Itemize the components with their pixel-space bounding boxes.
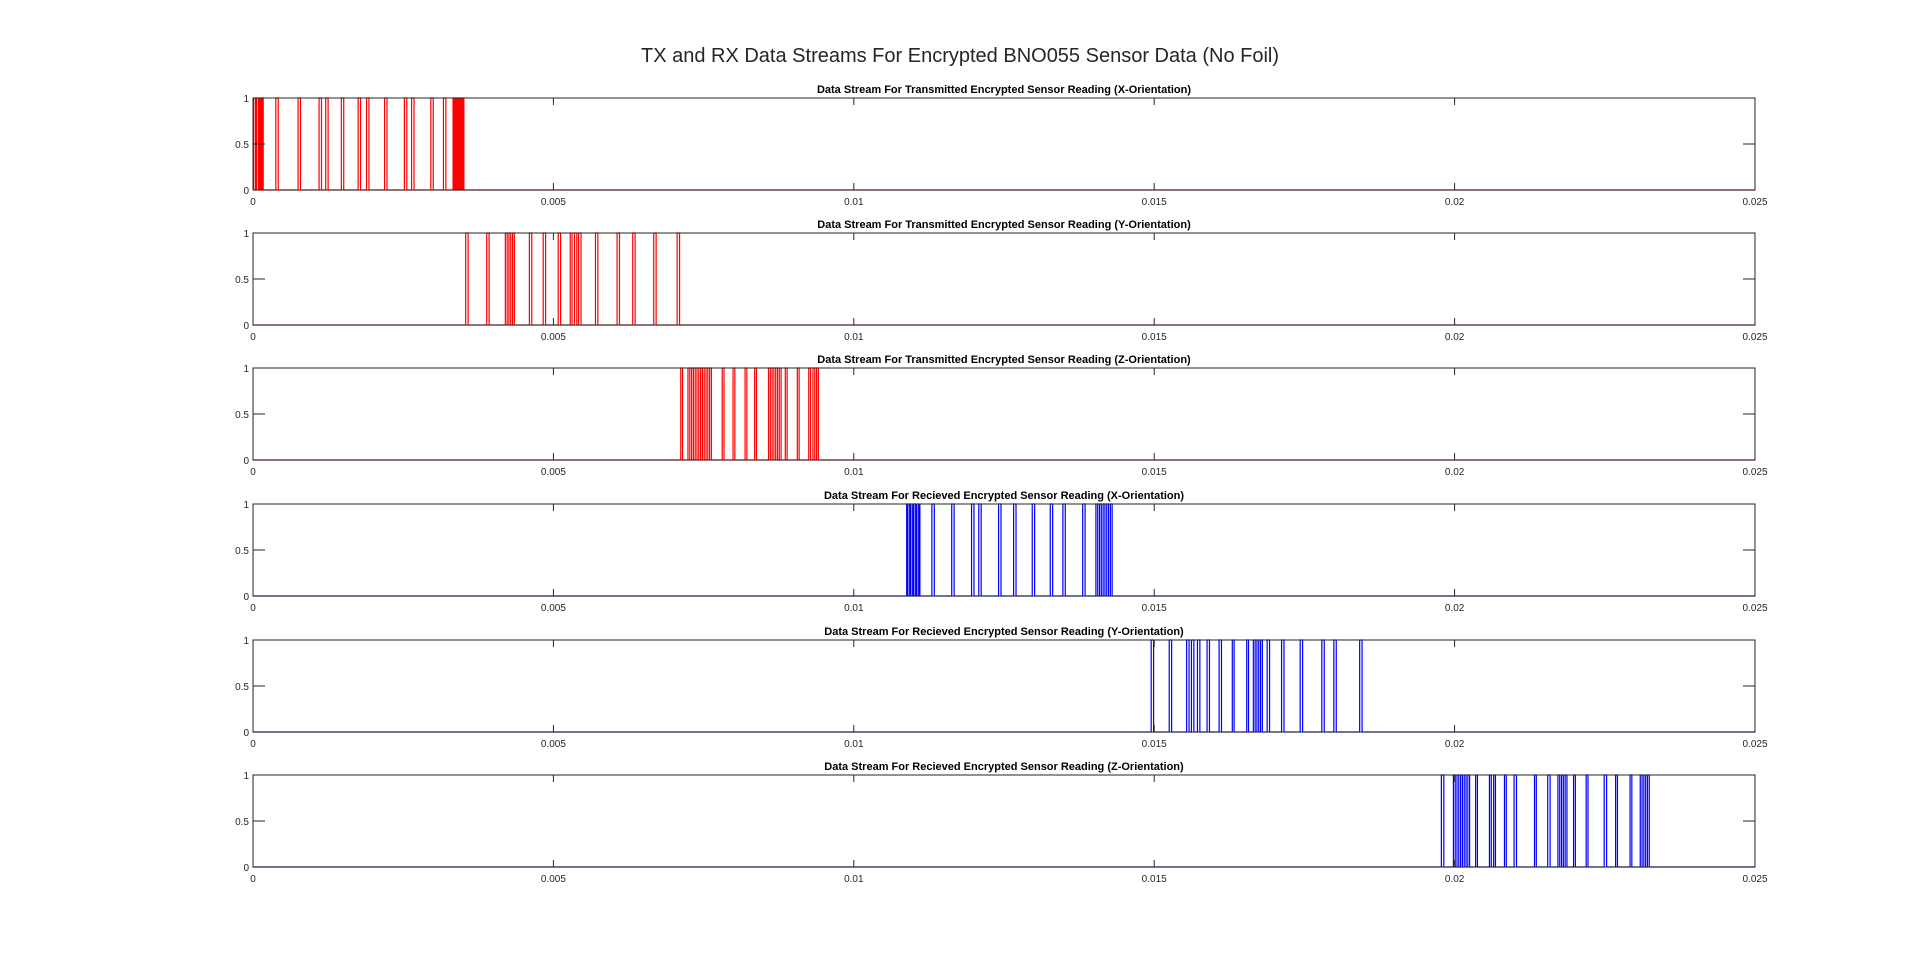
- y-tick-label: 0: [243, 321, 249, 332]
- x-tick-label: 0.02: [1445, 197, 1465, 208]
- data-stream-trace: [253, 97, 1755, 191]
- y-tick-label: 0.5: [235, 140, 249, 151]
- x-tick-label: 0: [250, 739, 256, 750]
- y-tick-label: 1: [243, 771, 249, 782]
- x-tick-label: 0.025: [1742, 874, 1767, 885]
- x-tick-label: 0.01: [844, 467, 864, 478]
- figure-title: TX and RX Data Streams For Encrypted BNO…: [641, 45, 1279, 67]
- y-tick-label: 1: [243, 636, 249, 647]
- y-tick-label: 0.5: [235, 410, 249, 421]
- axes-box: [252, 367, 1756, 461]
- x-tick-label: 0: [250, 197, 256, 208]
- data-stream-trace: [253, 774, 1755, 868]
- y-tick-label: 0.5: [235, 275, 249, 286]
- x-tick-label: 0.005: [541, 874, 566, 885]
- subplot-title: Data Stream For Recieved Encrypted Senso…: [824, 626, 1184, 638]
- subplot-title: Data Stream For Transmitted Encrypted Se…: [817, 354, 1191, 366]
- subplot-title: Data Stream For Recieved Encrypted Senso…: [824, 490, 1184, 502]
- y-tick-label: 0: [243, 186, 249, 197]
- subplot-grid: Data Stream For Transmitted Encrypted Se…: [235, 84, 1768, 885]
- x-tick-label: 0.015: [1142, 332, 1167, 343]
- x-tick-label: 0.005: [541, 467, 566, 478]
- x-tick-label: 0.02: [1445, 874, 1465, 885]
- y-tick-label: 1: [243, 94, 249, 105]
- y-tick-label: 0.5: [235, 546, 249, 557]
- x-tick-label: 0: [250, 467, 256, 478]
- y-tick-label: 1: [243, 500, 249, 511]
- subplot-1: Data Stream For Transmitted Encrypted Se…: [235, 84, 1768, 208]
- subplot-6: Data Stream For Recieved Encrypted Senso…: [235, 761, 1768, 885]
- x-tick-label: 0: [250, 874, 256, 885]
- axes-box: [252, 232, 1756, 326]
- data-stream-trace: [253, 367, 1755, 461]
- y-tick-label: 0.5: [235, 682, 249, 693]
- x-tick-label: 0.01: [844, 332, 864, 343]
- x-tick-label: 0.025: [1742, 197, 1767, 208]
- subplot-title: Data Stream For Transmitted Encrypted Se…: [817, 219, 1191, 231]
- x-tick-label: 0.01: [844, 197, 864, 208]
- x-tick-label: 0.005: [541, 603, 566, 614]
- subplot-title: Data Stream For Transmitted Encrypted Se…: [817, 84, 1191, 96]
- axes-box: [252, 97, 1756, 191]
- subplot-5: Data Stream For Recieved Encrypted Senso…: [235, 626, 1768, 750]
- x-tick-label: 0.02: [1445, 603, 1465, 614]
- data-stream-trace: [253, 232, 1755, 326]
- y-tick-label: 0.5: [235, 817, 249, 828]
- axes-box: [252, 639, 1756, 733]
- y-tick-label: 0: [243, 863, 249, 874]
- x-tick-label: 0.015: [1142, 603, 1167, 614]
- x-tick-label: 0.025: [1742, 739, 1767, 750]
- y-tick-label: 0: [243, 592, 249, 603]
- y-tick-label: 1: [243, 229, 249, 240]
- x-tick-label: 0.02: [1445, 739, 1465, 750]
- data-stream-trace: [253, 639, 1755, 733]
- x-tick-label: 0.025: [1742, 603, 1767, 614]
- x-tick-label: 0.015: [1142, 739, 1167, 750]
- x-tick-label: 0.025: [1742, 332, 1767, 343]
- x-tick-label: 0.01: [844, 739, 864, 750]
- y-tick-label: 0: [243, 728, 249, 739]
- x-tick-label: 0.01: [844, 874, 864, 885]
- axes-box: [252, 503, 1756, 597]
- y-tick-label: 1: [243, 364, 249, 375]
- subplot-title: Data Stream For Recieved Encrypted Senso…: [824, 761, 1184, 773]
- x-tick-label: 0.005: [541, 197, 566, 208]
- y-tick-label: 0: [243, 456, 249, 467]
- x-tick-label: 0.015: [1142, 874, 1167, 885]
- x-tick-label: 0.005: [541, 739, 566, 750]
- subplot-2: Data Stream For Transmitted Encrypted Se…: [235, 219, 1768, 343]
- x-tick-label: 0: [250, 603, 256, 614]
- axes-box: [252, 774, 1756, 868]
- x-tick-label: 0: [250, 332, 256, 343]
- x-tick-label: 0.025: [1742, 467, 1767, 478]
- x-tick-label: 0.02: [1445, 467, 1465, 478]
- x-tick-label: 0.015: [1142, 197, 1167, 208]
- x-tick-label: 0.015: [1142, 467, 1167, 478]
- x-tick-label: 0.005: [541, 332, 566, 343]
- subplot-3: Data Stream For Transmitted Encrypted Se…: [235, 354, 1768, 478]
- subplot-4: Data Stream For Recieved Encrypted Senso…: [235, 490, 1768, 614]
- x-tick-label: 0.02: [1445, 332, 1465, 343]
- data-stream-trace: [253, 503, 1755, 597]
- x-tick-label: 0.01: [844, 603, 864, 614]
